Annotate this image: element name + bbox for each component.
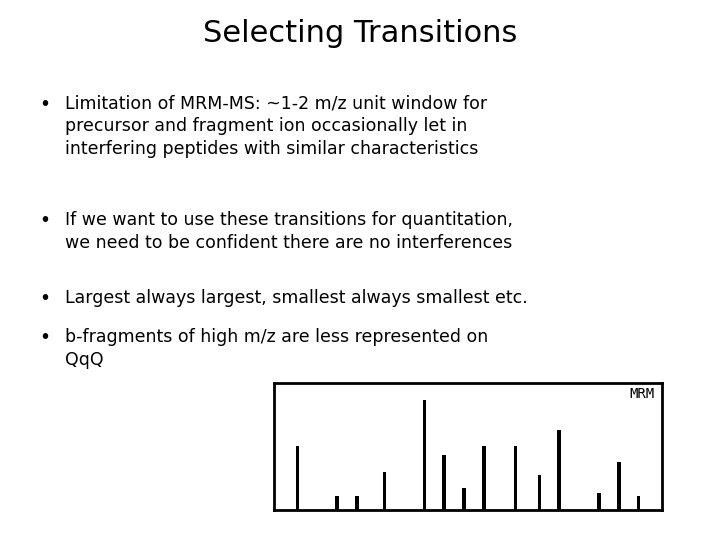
Bar: [296, 446, 300, 510]
Text: If we want to use these transitions for quantitation,
we need to be confident th: If we want to use these transitions for …: [65, 211, 513, 252]
Bar: [636, 496, 640, 510]
Text: Largest always largest, smallest always smallest etc.: Largest always largest, smallest always …: [65, 289, 528, 307]
Bar: [538, 475, 541, 510]
Text: MRM: MRM: [629, 387, 654, 401]
Bar: [557, 430, 561, 510]
Text: Limitation of MRM-MS: ~1-2 m/z unit window for
precursor and fragment ion occasi: Limitation of MRM-MS: ~1-2 m/z unit wind…: [65, 94, 487, 158]
Bar: [423, 400, 426, 510]
Text: •: •: [40, 289, 50, 308]
Text: •: •: [40, 328, 50, 347]
Bar: [336, 496, 339, 510]
Bar: [383, 471, 387, 510]
Bar: [462, 488, 466, 510]
Text: •: •: [40, 94, 50, 113]
Bar: [482, 446, 486, 510]
Bar: [514, 446, 518, 510]
Bar: [355, 496, 359, 510]
Bar: [442, 455, 446, 510]
Text: Selecting Transitions: Selecting Transitions: [203, 19, 517, 48]
Text: •: •: [40, 211, 50, 230]
Bar: [617, 462, 621, 510]
Text: b-fragments of high m/z are less represented on
QqQ: b-fragments of high m/z are less represe…: [65, 328, 488, 369]
Bar: [597, 492, 600, 510]
